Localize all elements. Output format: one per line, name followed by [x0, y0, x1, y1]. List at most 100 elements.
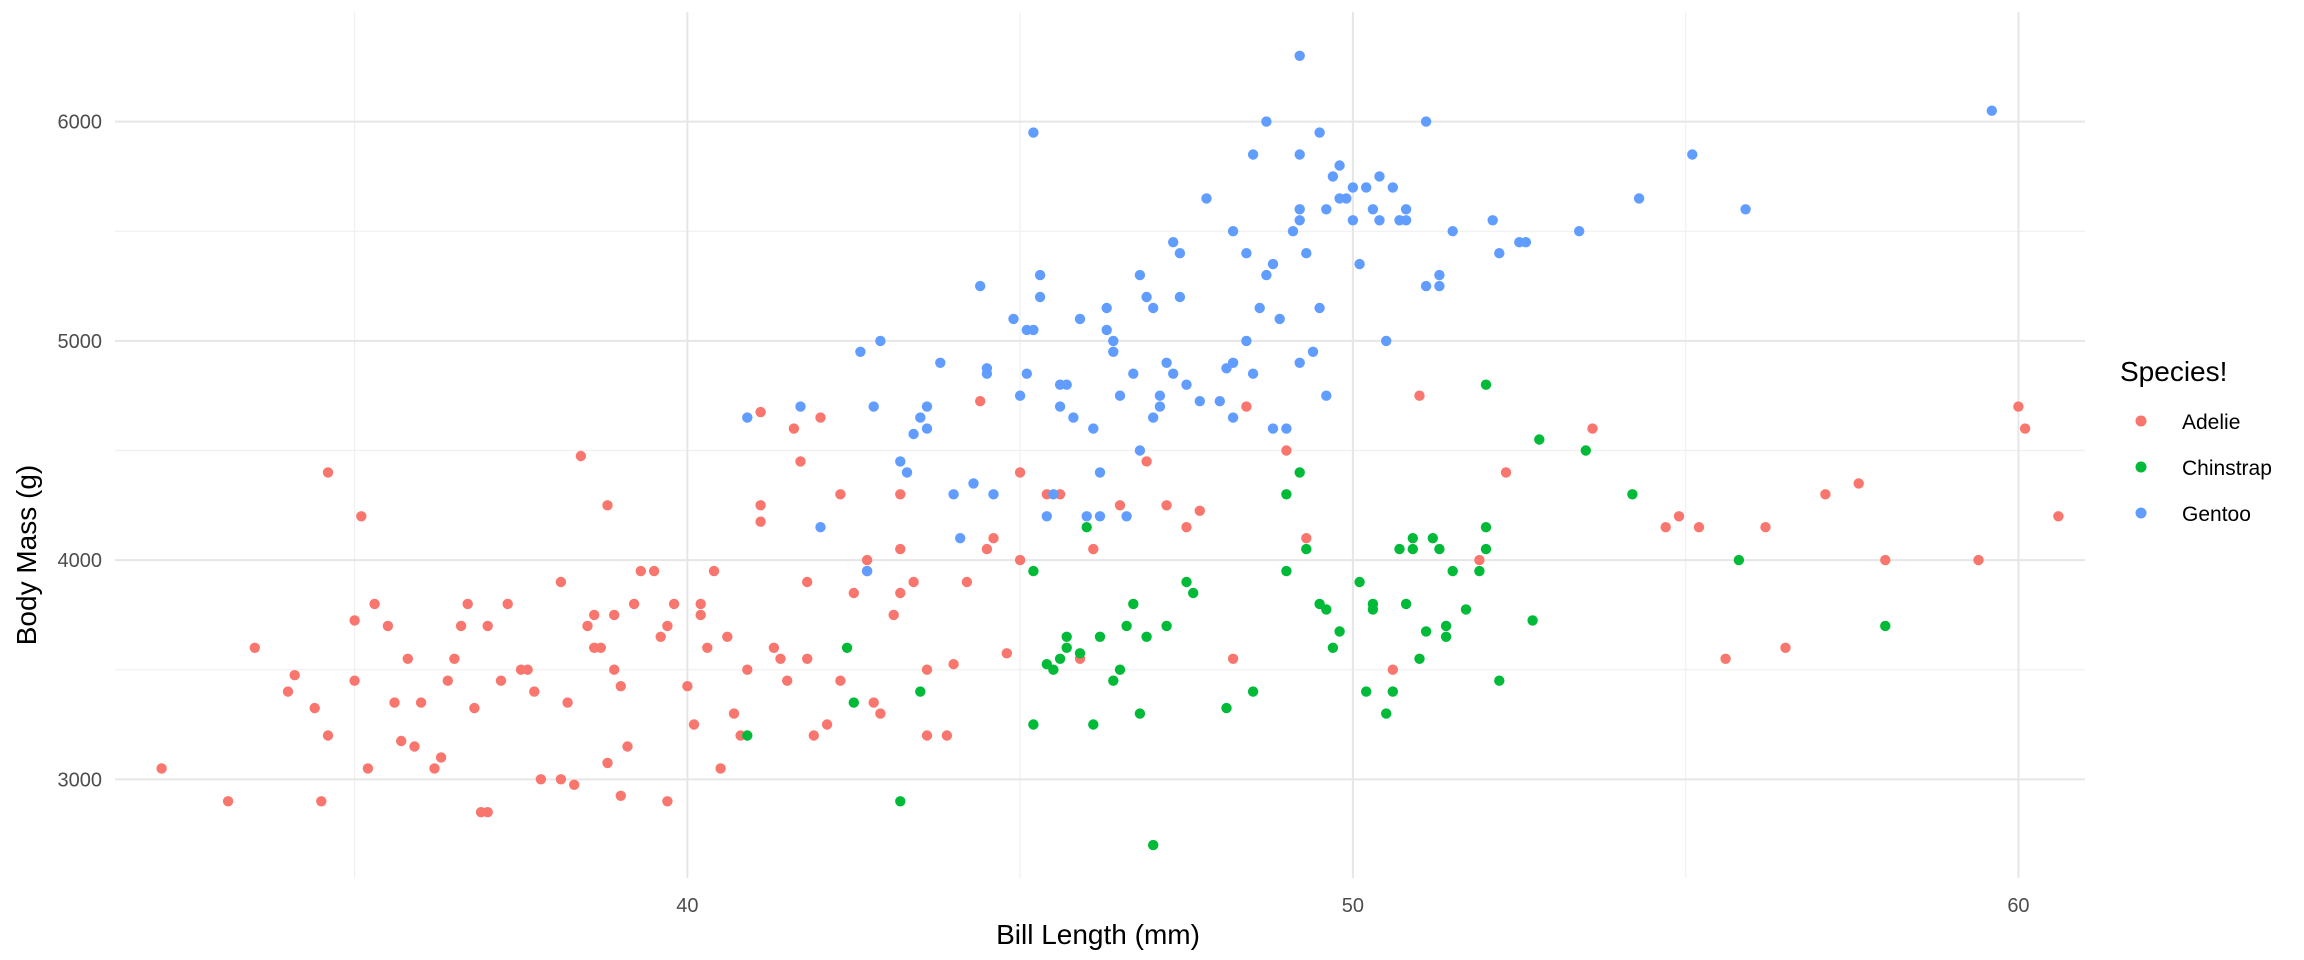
point-adelie: [1001, 648, 1012, 659]
point-gentoo: [1094, 467, 1106, 478]
point-chinstrap: [1494, 675, 1505, 686]
point-adelie: [788, 423, 800, 434]
point-chinstrap: [1128, 598, 1139, 610]
point-gentoo: [1168, 368, 1179, 379]
point-gentoo: [1294, 357, 1305, 368]
point-chinstrap: [1161, 620, 1172, 632]
point-adelie: [1181, 522, 1192, 533]
point-adelie: [895, 543, 906, 555]
point-gentoo: [1168, 237, 1179, 248]
point-adelie: [888, 609, 899, 621]
point-gentoo: [1048, 489, 1059, 500]
point-adelie: [316, 796, 327, 807]
point-chinstrap: [848, 697, 859, 708]
point-adelie: [815, 412, 826, 423]
point-chinstrap: [1114, 664, 1126, 675]
point-gentoo: [1347, 182, 1359, 193]
point-adelie: [1720, 653, 1731, 664]
point-adelie: [728, 708, 740, 719]
point-gentoo: [861, 565, 873, 577]
point-adelie: [655, 631, 666, 642]
point-adelie: [755, 406, 766, 418]
point-chinstrap: [1281, 565, 1292, 577]
point-gentoo: [1174, 248, 1186, 259]
point-gentoo: [1347, 215, 1359, 226]
point-gentoo: [921, 423, 933, 434]
x-tick-label: 50: [1342, 895, 1364, 917]
point-adelie: [895, 489, 906, 500]
point-gentoo: [1101, 302, 1112, 314]
point-chinstrap: [1440, 631, 1452, 642]
point-chinstrap: [1334, 626, 1345, 637]
point-adelie: [402, 653, 413, 664]
point-gentoo: [1034, 291, 1046, 303]
point-adelie: [1014, 467, 1026, 478]
point-gentoo: [1294, 204, 1305, 215]
point-gentoo: [1267, 258, 1279, 270]
point-gentoo: [1487, 215, 1498, 226]
point-gentoo: [795, 401, 806, 412]
point-adelie: [961, 576, 973, 588]
point-chinstrap: [1054, 653, 1066, 664]
point-chinstrap: [1434, 543, 1445, 555]
point-adelie: [695, 598, 706, 610]
point-gentoo: [921, 401, 933, 412]
point-adelie: [609, 664, 620, 675]
point-adelie: [1194, 505, 1206, 516]
point-gentoo: [1008, 313, 1019, 325]
point-chinstrap: [1394, 543, 1405, 555]
point-gentoo: [1034, 269, 1046, 281]
point-gentoo: [1740, 204, 1751, 215]
point-adelie: [1301, 533, 1312, 544]
point-adelie: [389, 697, 400, 708]
point-adelie: [249, 642, 260, 653]
point-gentoo: [1447, 226, 1458, 237]
point-chinstrap: [1181, 576, 1192, 588]
point-adelie: [1760, 522, 1771, 533]
point-gentoo: [1687, 149, 1698, 160]
point-chinstrap: [1028, 719, 1039, 730]
point-gentoo: [1227, 357, 1239, 368]
point-adelie: [808, 730, 819, 741]
point-adelie: [562, 697, 573, 708]
legend-label-chinstrap: Chinstrap: [2182, 457, 2272, 480]
point-adelie: [715, 763, 726, 774]
point-adelie: [742, 664, 753, 675]
legend-key-adelie: [2135, 415, 2147, 427]
point-gentoo: [1134, 445, 1146, 456]
point-chinstrap: [1121, 620, 1132, 632]
point-gentoo: [1181, 379, 1192, 390]
point-chinstrap: [1580, 445, 1592, 456]
point-gentoo: [1141, 291, 1152, 303]
point-gentoo: [1227, 226, 1239, 237]
point-chinstrap: [1294, 467, 1305, 478]
point-gentoo: [1314, 302, 1325, 314]
point-adelie: [309, 702, 320, 714]
point-adelie: [482, 807, 493, 818]
point-chinstrap: [1733, 554, 1745, 566]
point-chinstrap: [1534, 434, 1545, 445]
point-gentoo: [1161, 357, 1172, 368]
point-gentoo: [908, 428, 919, 440]
point-gentoo: [1227, 412, 1239, 423]
point-gentoo: [1108, 346, 1119, 357]
point-adelie: [595, 642, 606, 653]
point-chinstrap: [1221, 702, 1232, 714]
point-chinstrap: [1141, 631, 1152, 642]
point-gentoo: [855, 346, 866, 357]
point-gentoo: [1261, 116, 1272, 127]
point-adelie: [662, 796, 673, 807]
point-chinstrap: [1061, 631, 1072, 642]
point-adelie: [469, 702, 480, 714]
point-gentoo: [1327, 171, 1339, 182]
point-gentoo: [1014, 390, 1026, 401]
y-tick-label: 4000: [58, 550, 103, 572]
point-adelie: [981, 543, 993, 555]
point-adelie: [622, 741, 633, 752]
point-chinstrap: [1247, 686, 1259, 697]
point-adelie: [1414, 390, 1425, 401]
point-gentoo: [1108, 335, 1119, 347]
point-gentoo: [1341, 193, 1352, 204]
point-gentoo: [988, 489, 999, 500]
point-gentoo: [1400, 215, 1412, 226]
